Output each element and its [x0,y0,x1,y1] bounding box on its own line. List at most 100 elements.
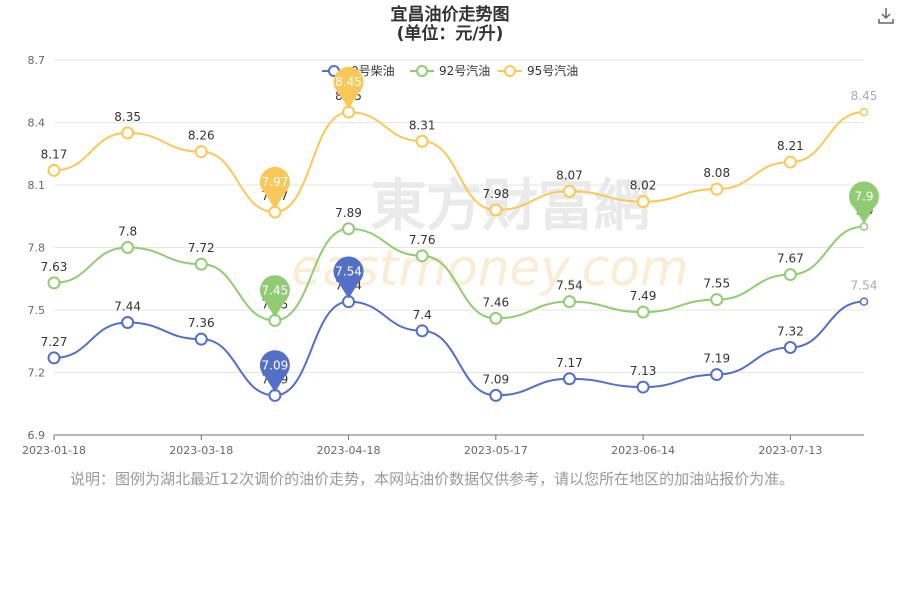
legend-label: 95号汽油 [527,63,578,78]
pin-label: 7.54 [335,265,362,279]
data-point [194,257,208,271]
data-point [47,163,61,177]
data-label: 8.02 [630,179,657,193]
axes: 6.9 7.2 7.5 7.8 8.1 8.4 8.7 2023-01-18 2023-03-1… [22,54,864,457]
pin-marker: 7.97 [259,166,290,210]
legend[interactable]: 0号柴油 92号汽油 95号汽油 [322,63,578,78]
data-label: 8.08 [703,166,730,180]
data-label: 7.36 [188,316,215,330]
data-point [783,341,797,354]
data-point [489,311,503,325]
data-label: 8.21 [777,139,804,153]
data-label: 7.44 [114,300,141,314]
data-point [710,182,724,196]
data-label: 7.13 [630,364,657,378]
data-point [859,107,869,117]
legend-marker [416,65,428,77]
pin-label: 7.45 [262,283,289,297]
y-tick-label: 7.8 [28,242,46,255]
data-label: 7.32 [777,325,804,339]
legend-item[interactable]: 92号汽油 [410,63,490,78]
x-tick-label: 2023-01-18 [22,444,86,457]
data-point [415,134,429,148]
data-point [489,203,503,217]
data-point [415,324,429,338]
pin-label: 7.97 [262,175,289,189]
data-label: 7.09 [482,372,509,386]
data-label: 7.54 [556,279,583,293]
x-tick-label: 2023-07-13 [758,444,822,457]
data-label: 8.31 [409,118,436,132]
y-tick-label: 8.7 [28,54,46,67]
data-point [636,380,650,394]
data-label: 7.27 [41,335,68,349]
data-label: 7.49 [630,289,657,303]
pin-shape [333,256,364,299]
data-point [194,332,208,346]
data-label: 8.07 [556,168,583,182]
data-label: 7.8 [118,225,137,239]
pin-label: 7.09 [262,358,289,372]
x-tick-label: 2023-04-18 [317,444,381,457]
data-label: 7.72 [188,241,215,255]
legend-label: 0号柴油 [351,64,395,78]
pin-shape [259,275,290,318]
pin-label: 8.45 [335,75,362,89]
data-point [710,293,724,307]
data-label: 7.63 [41,260,68,274]
data-point [636,195,650,209]
data-point [783,155,797,169]
y-tick-label: 8.4 [28,117,46,130]
grid [54,59,864,373]
data-point [489,388,503,402]
pin-marker: 7.54 [333,256,364,299]
legend-marker [504,65,516,77]
data-point [121,241,135,254]
data-label: 7.19 [703,352,730,366]
data-point [47,276,61,290]
y-tick-label: 7.2 [28,367,46,380]
download-icon[interactable] [876,6,896,26]
chart-subtitle: (单位：元/升) [397,23,504,44]
data-point [47,351,61,365]
series-layer: 7.27 7.44 7.36 7.09 7.54 7.4 7.09 7.17 7.13 7.19 7… [41,89,878,402]
data-label: 8.26 [188,129,215,143]
data-point [415,249,429,263]
data-label: 7.54 [851,279,878,293]
pin-shape [259,166,290,210]
pin-shape [849,181,880,224]
legend-item[interactable]: 0号柴油 [322,64,395,78]
watermark-cn: 東方財富網 [370,174,650,239]
data-point [859,297,869,306]
series-line [53,300,865,397]
data-label: 8.45 [851,89,878,103]
data-point [342,222,356,236]
y-tick-label: 6.9 [28,429,46,442]
data-label: 7.46 [482,295,509,309]
chart-note: 说明：图例为湖北最近12次调价的油价走势，本网站油价数据仅供参考，请以您所在地区… [70,470,795,488]
x-tick-label: 2023-03-18 [169,444,233,457]
legend-label: 92号汽油 [439,63,490,78]
pin-label: 7.9 [854,190,873,204]
data-point [121,316,135,329]
data-label: 7.89 [335,206,362,220]
chart-title: 宜昌油价走势图 [391,4,510,25]
pin-marker: 7.9 [849,181,880,224]
data-label: 7.76 [409,233,436,247]
pin-marker: 7.09 [259,350,290,393]
pin-shape [333,66,364,110]
pin-shape [259,350,290,393]
legend-item[interactable]: 95号汽油 [498,63,578,78]
data-label: 7.4 [413,308,432,322]
data-point [859,222,869,231]
y-tick-label: 8.1 [28,179,46,192]
x-tick-label: 2023-05-17 [464,444,528,457]
x-tick-label: 2023-06-14 [611,444,675,457]
data-label: 7.67 [777,252,804,266]
y-tick-label: 7.5 [28,304,46,317]
pin-layer: 7.09 7.54 7.45 7.9 7.97 8.45 [259,66,880,393]
data-label: 7.55 [703,277,730,291]
data-point [710,368,724,382]
data-point [562,295,576,309]
